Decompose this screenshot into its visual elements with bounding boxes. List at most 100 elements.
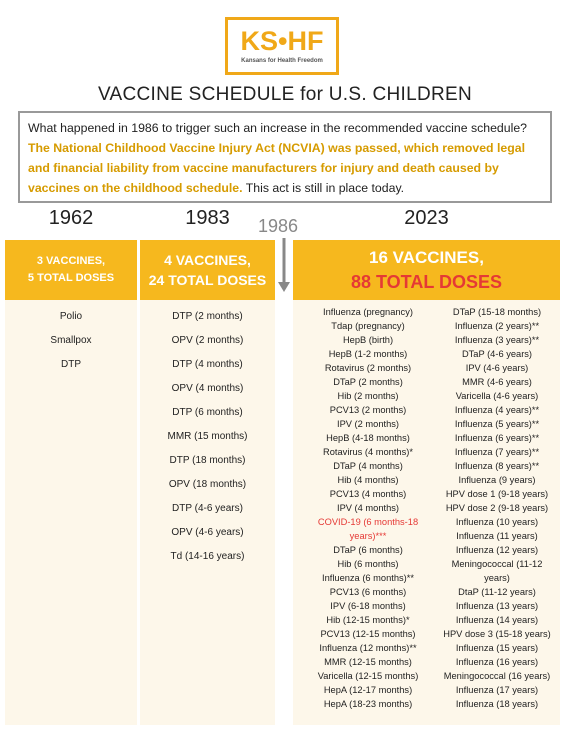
vaccine-item: MMR (12-15 months) [324,657,412,667]
vaccine-item: DTP (2 months) [172,311,243,322]
vaccine-item: HepA (12-17 months) [323,685,413,695]
vaccine-item: OPV (4-6 years) [171,527,244,538]
vaccine-item: DTaP (6 months) [333,545,403,555]
vaccine-item: Varicella (12-15 months) [317,671,419,681]
column: 4 VACCINES, 24 TOTAL DOSES DTP (2 months)… [140,240,275,725]
vaccine-item: Varicella (4-6 years) [455,391,539,401]
vaccine-item: Influenza (2 years)** [454,321,540,331]
logo-subtitle: Kansans for Health Freedom [241,58,323,64]
vaccine-item: HepB (4-18 months) [326,433,410,443]
vaccine-item: IPV (4 months) [336,503,399,513]
logo: KS•HF Kansans for Health Freedom [225,17,339,75]
vaccine-item: HepB (1-2 months) [328,349,408,359]
vaccine-item: Tdap (pregnancy) [331,321,405,331]
vaccine-item: Influenza (6 months)** [322,573,414,583]
vaccine-item: MMR (15 months) [167,431,248,442]
vaccine-item: DTaP (4-6 years) [461,349,533,359]
vaccine-item: Rotavirus (2 months) [324,363,412,373]
vaccine-item: OPV (4 months) [171,383,244,394]
vaccine-item: Influenza (12 years) [455,545,539,555]
vaccine-item: IPV (6-18 months) [330,601,406,611]
item-list: Influenza (pregnancy) Tdap (pregnancy) Hep… [307,305,429,711]
vaccine-item: DTP [61,359,81,370]
vaccine-item: Influenza (9 years) [458,475,536,485]
item-list: DTP (2 months) OPV (2 months) DTP (4 month… [140,305,275,569]
vaccine-item: Td (14-16 years) [170,551,245,562]
vaccine-item: HepA (18-23 months) [323,699,413,709]
year: 1983 [185,207,230,229]
marker-year: 1986 [258,216,299,236]
year: 2023 [404,207,449,229]
vaccine-item: IPV (2 months) [336,419,399,429]
vaccine-item: Influenza (4 years)** [454,405,540,415]
vaccine-item: DTaP (4 months) [333,461,403,471]
header-line: 4 VACCINES, [164,252,251,268]
vaccine-item: DtaP (11-12 years) [458,587,536,597]
vaccine-item: Influenza (17 years) [455,685,539,695]
vaccine-item: DTP (6 months) [172,407,243,418]
vaccine-item: Meningococcal (16 years) [443,671,551,681]
vaccine-item: PCV13 (2 months) [329,405,407,415]
logo-text: KS•HF [240,26,324,56]
column: 16 VACCINES, 88 TOTAL DOSES Influenza (pr… [293,240,560,725]
vaccine-item: PCV13 (6 months) [329,587,407,597]
header-line: 3 VACCINES, [36,255,106,267]
vaccine-item: Rotavirus (4 months)* [323,447,413,457]
column: 3 VACCINES, 5 TOTAL DOSES Polio Smallpox DT… [5,240,137,725]
intro-box: What happened in 1986 to trigger such an… [18,111,552,203]
vaccine-item: Influenza (18 years) [455,699,539,709]
vaccine-item: DTP (18 months) [169,455,246,466]
vaccine-item: IPV (4-6 years) [465,363,529,373]
vaccine-item: Influenza (14 years) [455,615,539,625]
vaccine-item: Hib (2 months) [337,391,399,401]
header-line: 24 TOTAL DOSES [148,272,267,288]
vaccine-item: Hib (12-15 months)* [326,615,410,625]
vaccine-item: HepB (birth) [342,335,394,345]
intro-closing: This act is still in place today. [245,181,405,195]
vaccine-item: Influenza (6 years)** [454,433,540,443]
vaccine-item: OPV (2 months) [171,335,244,346]
vaccine-item: Meningococcal (11-12 years) [451,559,543,583]
vaccine-item: HPV dose 2 (9-18 years) [445,503,549,513]
vaccine-item: Influenza (15 years) [455,643,539,653]
column-header: 3 VACCINES, 5 TOTAL DOSES [5,240,137,300]
vaccine-item: Influenza (11 years) [456,531,538,541]
vaccine-item: PCV13 (4 months) [329,489,407,499]
vaccine-item: Smallpox [50,335,92,346]
vaccine-item: Influenza (12 months)** [319,643,417,653]
vaccine-item: HPV dose 3 (15-18 years) [443,629,551,639]
header-line: 5 TOTAL DOSES [27,272,115,284]
vaccine-item: DTaP (15-18 months) [452,307,542,317]
vaccine-item: Influenza (5 years)** [454,419,540,429]
vaccine-item: Polio [59,311,83,322]
item-list: Polio Smallpox DTP [5,305,137,377]
vaccine-item: MMR (4-6 years) [462,377,532,387]
vaccine-item: DTP (4 months) [172,359,243,370]
year: 1962 [48,207,94,229]
header-line: 88 TOTAL DOSES [350,272,503,292]
vaccine-item: Influenza (13 years) [455,601,539,611]
vaccine-item: PCV13 (12-15 months) [320,629,416,639]
vaccine-item: Influenza (pregnancy) [323,307,413,317]
vaccine-item: OPV (18 months) [168,479,247,490]
vaccine-item: Influenza (16 years) [455,657,539,667]
column-header: 16 VACCINES, 88 TOTAL DOSES [293,240,560,300]
vaccine-item: DTaP (2 months) [333,377,403,387]
intro-question: What happened in 1986 to trigger such an… [28,121,528,135]
item-list: DTaP (15-18 months) Influenza (2 years)**… [439,305,555,711]
vaccine-item: Hib (6 months) [337,559,399,569]
header-line: 16 VACCINES, [369,248,484,267]
vaccine-item: Influenza (7 years)** [454,447,540,457]
vaccine-item: Influenza (10 years) [455,517,539,527]
column-header: 4 VACCINES, 24 TOTAL DOSES [140,240,275,300]
vaccine-item: Hib (4 months) [337,475,399,485]
vaccine-item: COVID-19 (6 months-18 years)*** [317,517,419,541]
vaccine-item: HPV dose 1 (9-18 years) [445,489,549,499]
title: VACCINE SCHEDULE for U.S. CHILDREN [97,84,473,105]
intro-highlight: The National Childhood Vaccine Injury Ac… [28,141,525,195]
vaccine-item: DTP (4-6 years) [172,503,243,514]
vaccine-item: Influenza (3 years)** [454,335,540,345]
arrow [278,238,290,292]
vaccine-item: Influenza (8 years)** [454,461,540,471]
